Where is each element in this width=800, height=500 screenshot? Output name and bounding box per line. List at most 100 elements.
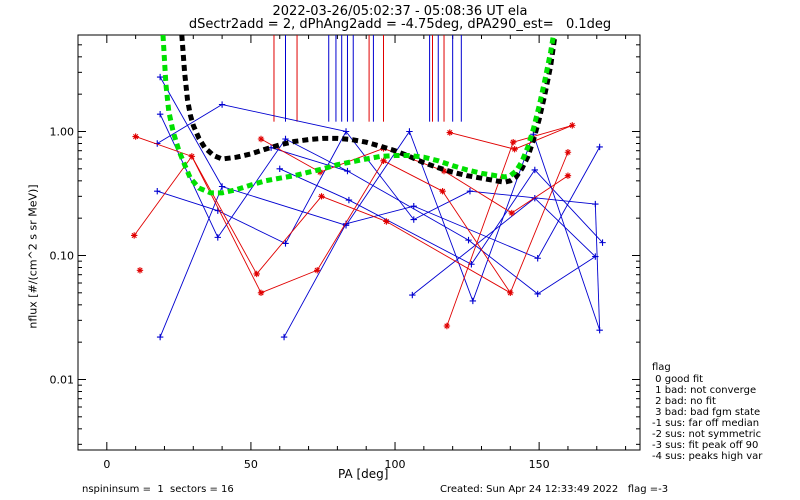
data-point-plus <box>531 166 539 174</box>
y-tick-label: 1.00 <box>50 125 75 138</box>
data-point-star <box>446 129 453 136</box>
series-segment <box>442 190 511 294</box>
series-segment <box>383 160 443 192</box>
legend-item: -4 sus: peaks high var <box>652 451 763 462</box>
data-point-plus <box>469 297 477 305</box>
data-point-plus <box>534 255 541 262</box>
series-segment <box>133 156 193 236</box>
data-point-star <box>443 322 451 330</box>
data-point-star <box>507 289 514 297</box>
x-tick-label: 100 <box>385 458 406 471</box>
series-segment <box>321 195 387 222</box>
series-segment <box>413 205 538 259</box>
y-tick-label: 0.01 <box>50 373 75 386</box>
data-point-star <box>564 172 572 179</box>
data-point-star <box>564 149 572 156</box>
data-point-plus <box>214 234 221 241</box>
data-point-plus <box>534 290 541 298</box>
data-point-plus <box>276 165 283 173</box>
data-point-plus <box>156 110 164 118</box>
series-segment <box>594 204 601 331</box>
data-point-plus <box>218 101 226 108</box>
series-segment <box>412 197 536 296</box>
plot-area <box>131 35 606 341</box>
legend-title: flag <box>652 362 671 373</box>
black-fit-curve <box>179 35 558 185</box>
data-point-star <box>136 267 144 274</box>
y-tick-label: 0.10 <box>50 249 75 262</box>
data-point-star <box>508 209 515 217</box>
data-point-star <box>257 289 265 297</box>
series-segment <box>157 190 218 212</box>
data-point-plus <box>596 143 603 151</box>
data-point-plus <box>218 183 226 190</box>
data-point-plus <box>409 291 416 299</box>
legend-item: 2 bad: no fit <box>652 396 716 407</box>
series-segment <box>532 134 601 331</box>
chart-title-line-1: 2022-03-26/05:02:37 - 05:08:36 UT ela <box>272 4 528 19</box>
series-segment <box>537 256 596 295</box>
series-segment <box>449 132 515 150</box>
chart-title-line-2: dSectr2add = 2, dPhAng2add = -4.75deg, d… <box>188 17 612 32</box>
series-segment <box>345 131 410 226</box>
green-fit-curve <box>160 35 556 196</box>
data-point-plus <box>406 128 413 135</box>
data-point-plus <box>596 326 603 334</box>
data-point-star <box>188 153 196 160</box>
y-axis-label: nflux [#/(cm^2 s sr MeV)] <box>26 184 40 329</box>
legend-item: -3 sus: fit peak off 90 <box>652 440 759 451</box>
data-point-star <box>316 168 324 176</box>
data-point-plus <box>592 200 599 208</box>
data-point-star <box>439 187 446 195</box>
series-segment <box>159 186 223 338</box>
series-segment <box>159 76 223 187</box>
series-segment <box>513 124 573 143</box>
data-point-star <box>314 267 321 274</box>
series-segment <box>413 190 471 220</box>
legend-item: 3 bad: bad fgm state <box>652 407 761 418</box>
series-segment <box>386 221 511 294</box>
data-point-star <box>131 232 138 239</box>
data-point-star <box>380 157 387 165</box>
data-point-star <box>511 145 518 153</box>
series-segment <box>217 210 286 244</box>
series-segment <box>221 186 347 226</box>
data-point-plus <box>154 187 161 195</box>
series-segment <box>285 131 347 244</box>
data-point-plus <box>342 128 350 135</box>
legend-item: -2 sus: not symmetric <box>652 429 762 440</box>
data-point-plus <box>345 196 353 204</box>
series-segment <box>347 170 469 241</box>
series-segment <box>509 152 569 293</box>
series-segment <box>468 239 538 295</box>
data-point-plus <box>156 73 164 81</box>
series-segment <box>345 205 414 225</box>
series-segment <box>260 269 318 294</box>
x-tick-label: 50 <box>244 458 258 471</box>
data-point-plus <box>465 236 472 244</box>
data-point-plus <box>156 333 164 341</box>
series-segment <box>283 223 347 338</box>
x-axis-label: PA [deg] <box>338 467 389 481</box>
data-point-star <box>253 270 260 278</box>
data-point-star <box>318 193 325 200</box>
data-point-plus <box>282 240 289 247</box>
data-point-plus <box>466 187 474 195</box>
series-segment <box>316 160 384 271</box>
data-point-plus <box>342 220 350 228</box>
data-point-star <box>569 122 576 129</box>
data-point-star <box>132 133 139 140</box>
x-tick-label: 0 <box>103 458 110 471</box>
series-segment <box>191 156 258 275</box>
series-segment <box>345 131 415 220</box>
legend-item: -1 sus: far off median <box>652 418 760 429</box>
data-point-star <box>440 167 448 175</box>
series-segment <box>472 134 534 302</box>
data-point-star <box>257 135 265 143</box>
plot-frame <box>77 34 641 451</box>
footer-right: Created: Sun Apr 24 12:33:49 2022 flag =… <box>440 484 669 495</box>
series-segment <box>222 104 347 132</box>
series-segment <box>348 199 472 265</box>
data-point-plus <box>599 239 606 246</box>
